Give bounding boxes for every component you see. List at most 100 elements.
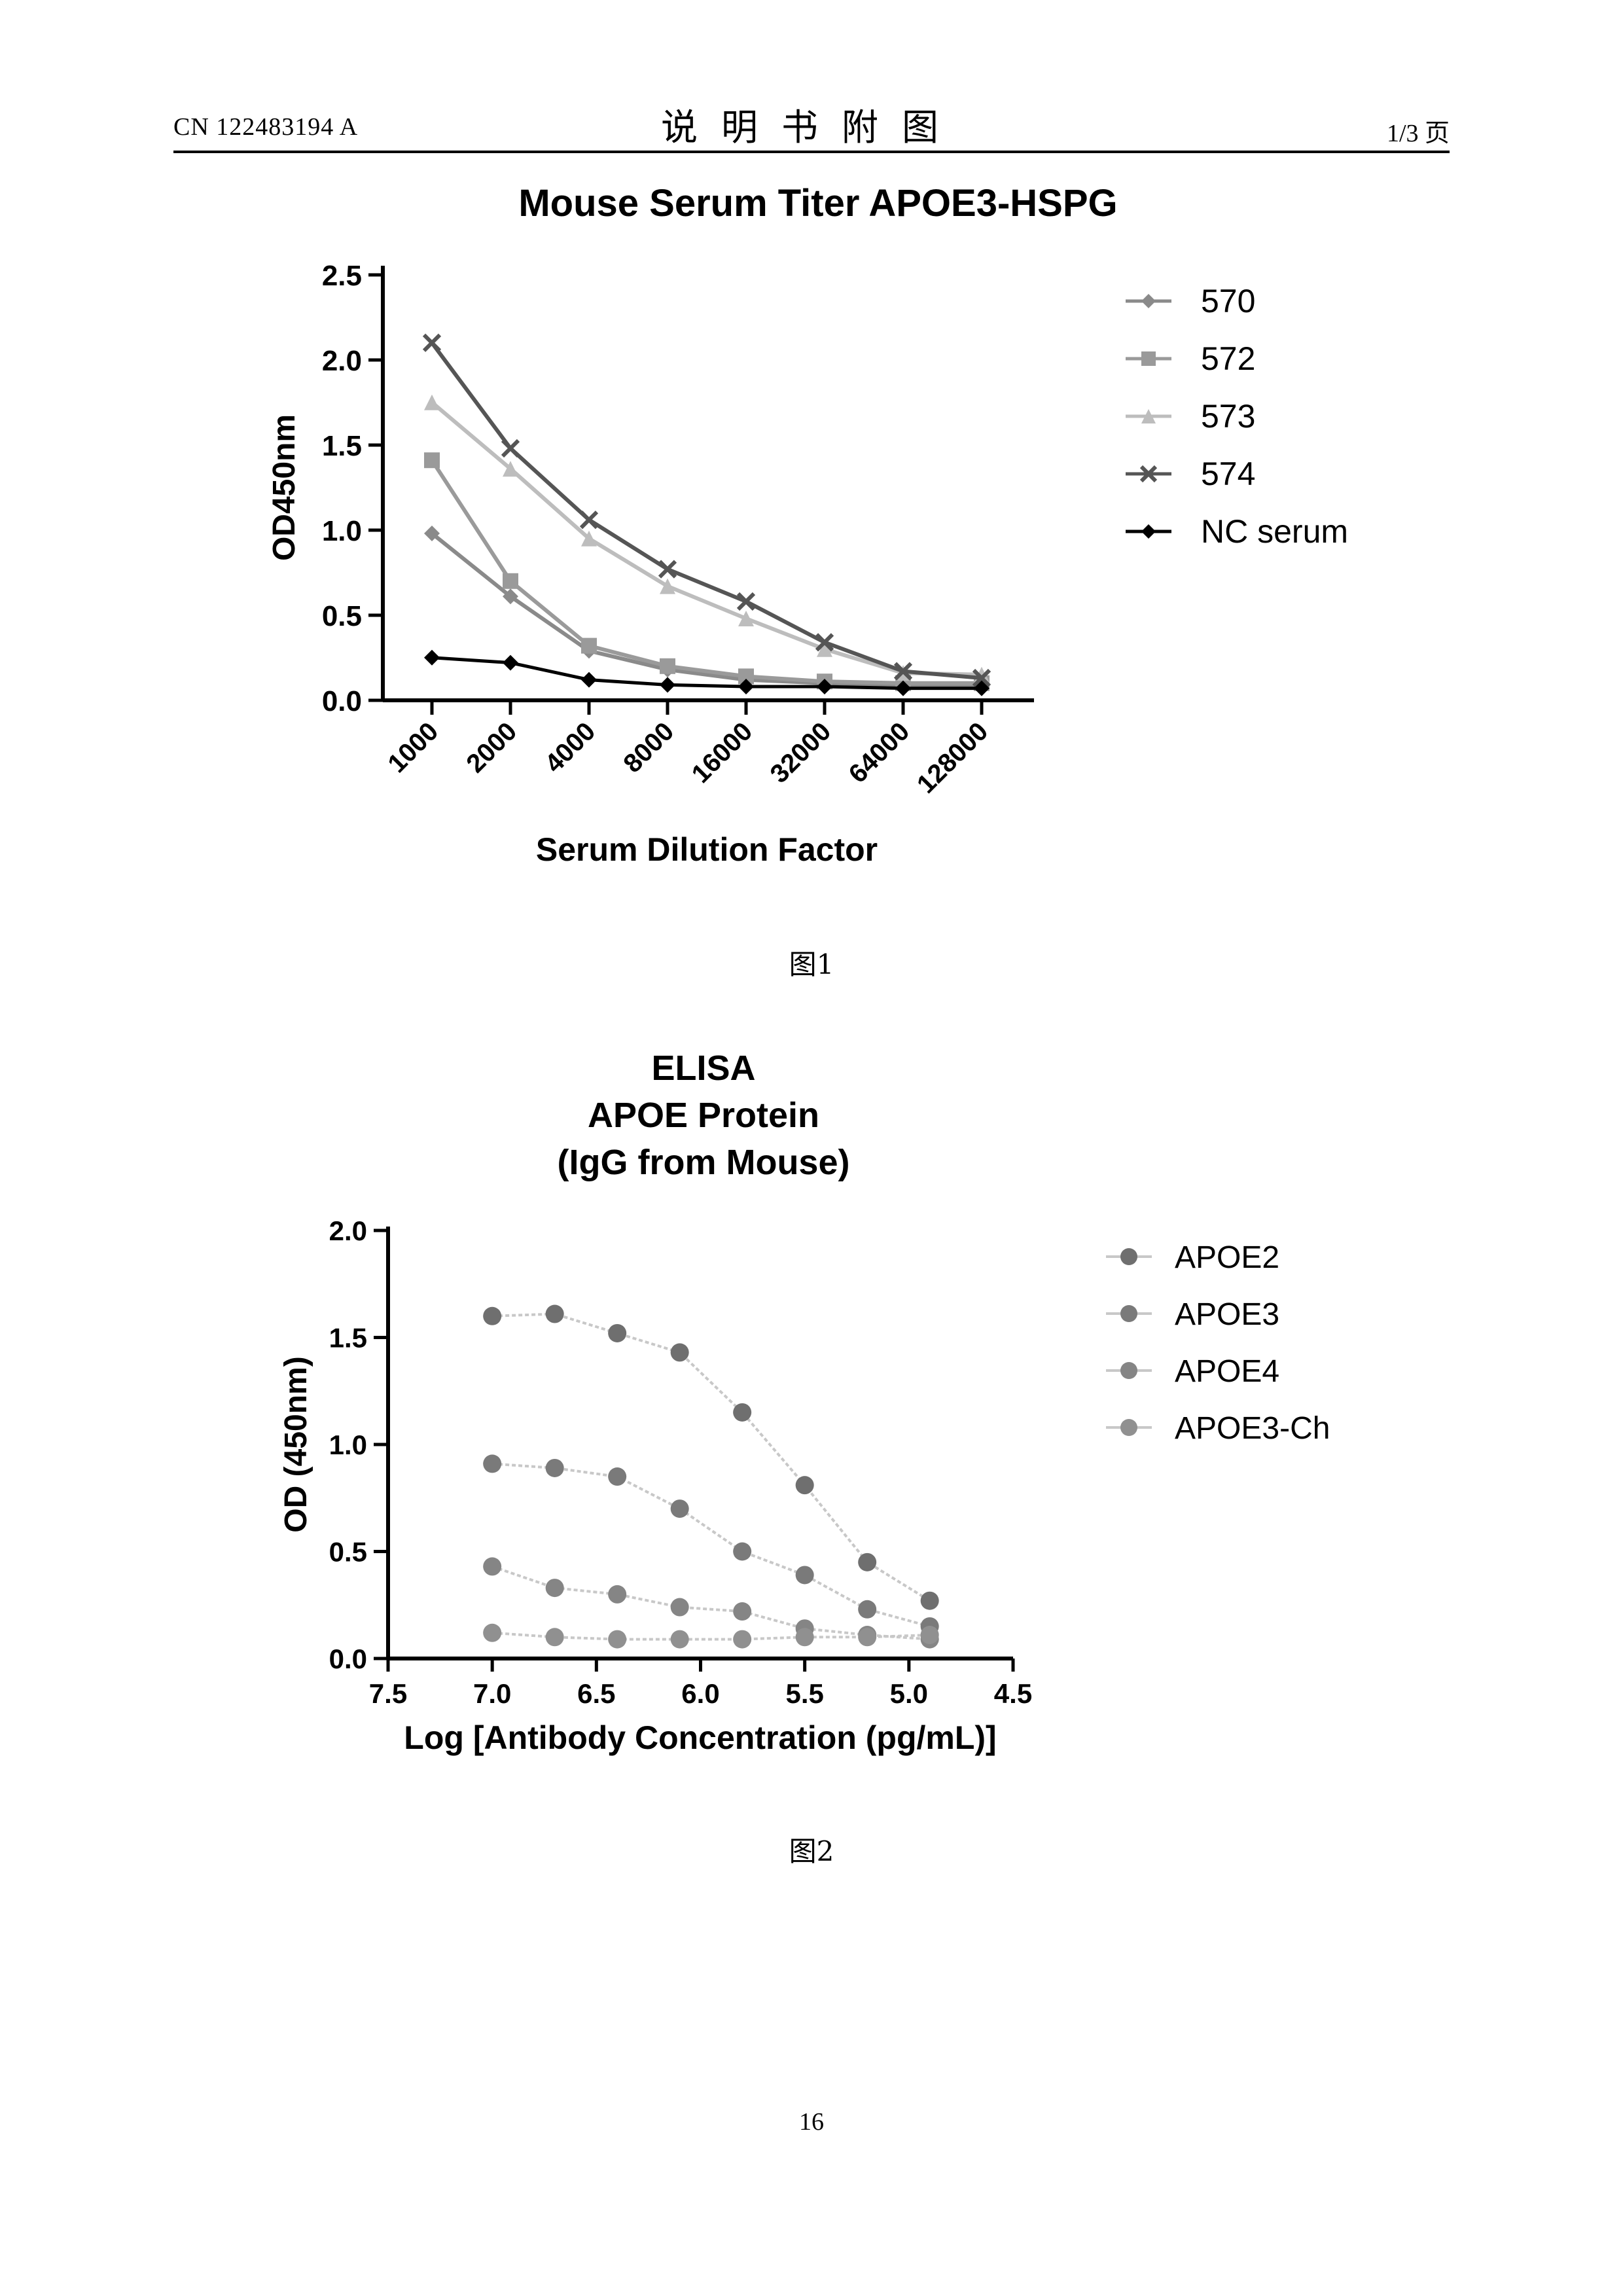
- legend-swatch-marker: [1141, 351, 1156, 366]
- figure-2-caption: 图2: [0, 1829, 1623, 1869]
- y-axis-label: OD (450nm): [279, 1356, 313, 1532]
- data-point: [660, 562, 675, 577]
- data-point: [503, 440, 518, 456]
- page-number: 16: [0, 2108, 1623, 2136]
- y-tick-label: 0.5: [329, 1537, 367, 1568]
- data-point: [733, 1602, 751, 1621]
- data-point: [858, 1628, 876, 1646]
- series-apoe2: [483, 1305, 938, 1610]
- x-tick-label: 8000: [618, 717, 679, 778]
- data-point: [738, 611, 754, 626]
- data-point: [608, 1467, 626, 1486]
- data-point: [671, 1343, 689, 1361]
- legend-item: APOE4: [1106, 1354, 1279, 1389]
- data-point: [660, 677, 675, 692]
- elisa-scatter-chart: ELISAAPOE Protein(IgG from Mouse)0.00.51…: [0, 1034, 1623, 1793]
- legend-label: 570: [1201, 283, 1255, 319]
- y-tick-label: 1.5: [329, 1323, 367, 1354]
- data-point: [671, 1630, 689, 1649]
- data-point: [738, 594, 754, 609]
- chart-title-line: ELISA: [651, 1049, 755, 1088]
- legend-label: APOE2: [1175, 1240, 1279, 1275]
- legend-label: 574: [1201, 456, 1255, 492]
- legend-item: NC serum: [1126, 513, 1348, 550]
- data-point: [424, 395, 440, 410]
- x-tick-label: 2000: [461, 717, 522, 778]
- legend-item: 574: [1126, 456, 1255, 492]
- legend-swatch-marker: [1120, 1248, 1137, 1265]
- y-tick-label: 2.0: [329, 1215, 367, 1246]
- data-point: [796, 1566, 814, 1584]
- x-tick-label: 32000: [765, 717, 837, 789]
- x-tick-label: 1000: [382, 717, 444, 778]
- page-of-total: 1/3 页: [1387, 113, 1450, 149]
- y-tick-label: 2.0: [322, 345, 362, 377]
- data-point: [483, 1557, 501, 1575]
- legend-label: APOE3-Ch: [1175, 1411, 1330, 1446]
- legend-swatch-marker: [1141, 524, 1156, 539]
- y-axis-label: OD450nm: [267, 414, 302, 561]
- legend-item: APOE3: [1106, 1297, 1279, 1332]
- y-tick-label: 2.5: [322, 260, 362, 292]
- series-line: [432, 460, 982, 683]
- page-header: CN 122483194 A 说明书附图 1/3 页: [173, 98, 1450, 151]
- legend-swatch-marker: [1120, 1305, 1137, 1322]
- legend-swatch-marker: [1141, 294, 1156, 308]
- section-title: 说明书附图: [173, 98, 1450, 151]
- x-axis-label: Serum Dilution Factor: [536, 831, 878, 868]
- data-point: [503, 655, 518, 671]
- y-tick-label: 0.0: [329, 1643, 367, 1674]
- x-tick-label: 7.0: [473, 1678, 511, 1709]
- titer-line-chart: Mouse Serum Titer APOE3-HSPG0.00.51.01.5…: [0, 170, 1623, 916]
- data-point: [796, 1476, 814, 1494]
- legend-item: 573: [1126, 398, 1255, 435]
- legend-item: APOE3-Ch: [1106, 1411, 1330, 1446]
- data-point: [483, 1454, 501, 1473]
- data-point: [671, 1499, 689, 1518]
- header-rule: [173, 151, 1450, 153]
- data-point: [581, 672, 597, 688]
- data-point: [921, 1626, 939, 1644]
- x-tick-label: 6.0: [681, 1678, 719, 1709]
- data-point: [483, 1307, 501, 1325]
- data-point: [424, 452, 440, 468]
- data-point: [733, 1543, 751, 1561]
- legend-label: 572: [1201, 340, 1255, 377]
- data-point: [733, 1403, 751, 1422]
- data-point: [671, 1598, 689, 1617]
- data-point: [858, 1600, 876, 1619]
- figure-1-caption: 图1: [0, 942, 1623, 982]
- series-574: [424, 335, 990, 686]
- x-axis-label: Log [Antibody Concentration (pg/mL)]: [404, 1719, 996, 1756]
- data-point: [660, 658, 675, 674]
- data-point: [424, 335, 440, 351]
- y-tick-label: 1.0: [322, 515, 362, 547]
- data-point: [858, 1553, 876, 1571]
- legend-item: APOE2: [1106, 1240, 1279, 1275]
- legend-item: 570: [1126, 283, 1255, 319]
- data-point: [483, 1624, 501, 1642]
- series-573: [424, 395, 990, 683]
- series-line: [432, 343, 982, 678]
- data-point: [546, 1459, 564, 1477]
- data-point: [546, 1305, 564, 1323]
- data-point: [921, 1592, 939, 1610]
- y-tick-label: 1.0: [329, 1429, 367, 1460]
- x-tick-label: 5.0: [890, 1678, 928, 1709]
- x-tick-label: 64000: [844, 717, 916, 789]
- legend-item: 572: [1126, 340, 1255, 377]
- data-point: [581, 512, 597, 528]
- data-point: [581, 638, 597, 654]
- chart-title-line: APOE Protein: [588, 1096, 819, 1135]
- y-tick-label: 1.5: [322, 430, 362, 462]
- legend-label: 573: [1201, 398, 1255, 435]
- legend-swatch-marker: [1120, 1419, 1137, 1436]
- legend-label: APOE4: [1175, 1354, 1279, 1389]
- legend-label: APOE3: [1175, 1297, 1279, 1332]
- data-point: [546, 1628, 564, 1646]
- x-tick-label: 5.5: [785, 1678, 823, 1709]
- x-tick-label: 6.5: [577, 1678, 615, 1709]
- data-point: [546, 1579, 564, 1597]
- data-point: [733, 1630, 751, 1649]
- data-point: [608, 1630, 626, 1649]
